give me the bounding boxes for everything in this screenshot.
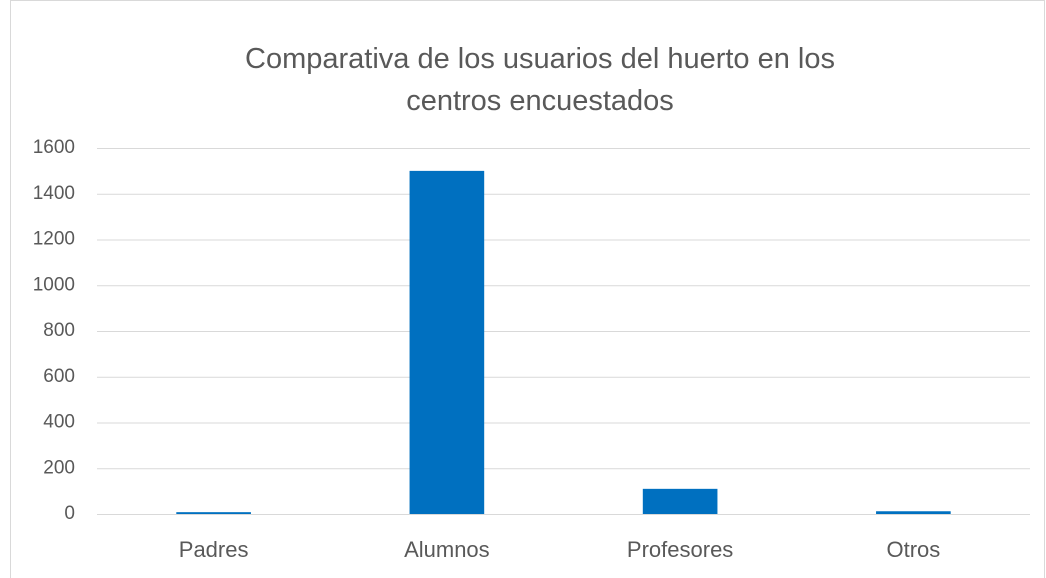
y-tick-label: 600 <box>43 366 75 387</box>
chart-title: Comparativa de los usuarios del huerto e… <box>245 43 835 117</box>
bar <box>876 511 951 514</box>
chart-border <box>10 0 1045 578</box>
x-tick-label: Profesores <box>627 537 733 562</box>
bar <box>642 488 718 514</box>
bar <box>176 512 251 514</box>
x-tick-label: Otros <box>886 537 940 562</box>
x-tick-label: Alumnos <box>404 537 490 562</box>
y-tick-label: 1400 <box>33 183 75 204</box>
y-tick-label: 1600 <box>33 137 75 158</box>
y-tick-label: 200 <box>43 457 75 478</box>
y-tick-label: 1200 <box>33 229 75 250</box>
y-tick-label: 800 <box>43 320 75 341</box>
x-tick-label: Padres <box>179 537 249 562</box>
y-tick-label: 0 <box>64 503 75 524</box>
y-tick-label: 400 <box>43 412 75 433</box>
y-tick-label: 1000 <box>33 274 75 295</box>
bar <box>409 170 485 514</box>
